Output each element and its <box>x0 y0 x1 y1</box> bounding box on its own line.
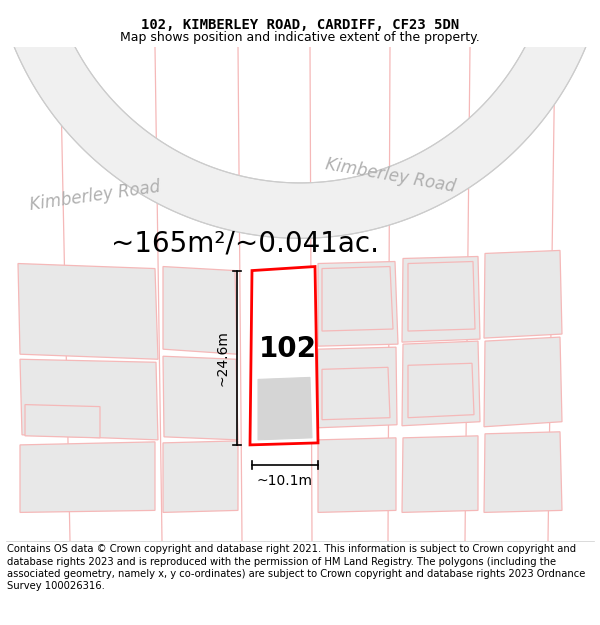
Polygon shape <box>20 442 155 512</box>
Text: Kimberley Road: Kimberley Road <box>29 178 161 214</box>
Polygon shape <box>250 266 318 445</box>
Text: Map shows position and indicative extent of the property.: Map shows position and indicative extent… <box>120 31 480 44</box>
Polygon shape <box>402 436 478 512</box>
Text: ~165m²/~0.041ac.: ~165m²/~0.041ac. <box>111 229 379 258</box>
Polygon shape <box>25 404 100 438</box>
Polygon shape <box>484 337 562 427</box>
Polygon shape <box>18 264 158 359</box>
Polygon shape <box>322 368 390 420</box>
Polygon shape <box>318 438 396 512</box>
Polygon shape <box>408 363 474 418</box>
Polygon shape <box>163 266 237 354</box>
Text: 102, KIMBERLEY ROAD, CARDIFF, CF23 5DN: 102, KIMBERLEY ROAD, CARDIFF, CF23 5DN <box>141 18 459 32</box>
Polygon shape <box>484 251 562 338</box>
Text: Contains OS data © Crown copyright and database right 2021. This information is : Contains OS data © Crown copyright and d… <box>7 544 586 591</box>
Text: ~24.6m: ~24.6m <box>216 330 230 386</box>
Polygon shape <box>20 359 158 440</box>
Polygon shape <box>318 261 398 346</box>
Text: Kimberley Road: Kimberley Road <box>323 156 457 196</box>
Polygon shape <box>163 441 238 512</box>
Polygon shape <box>322 266 393 331</box>
Polygon shape <box>408 261 475 331</box>
Text: ~10.1m: ~10.1m <box>257 474 313 488</box>
Polygon shape <box>8 14 592 238</box>
Polygon shape <box>402 256 480 342</box>
Polygon shape <box>484 432 562 512</box>
Text: 102: 102 <box>259 335 317 363</box>
Polygon shape <box>163 356 238 440</box>
Polygon shape <box>258 378 312 440</box>
Polygon shape <box>318 347 397 428</box>
Polygon shape <box>402 341 480 426</box>
